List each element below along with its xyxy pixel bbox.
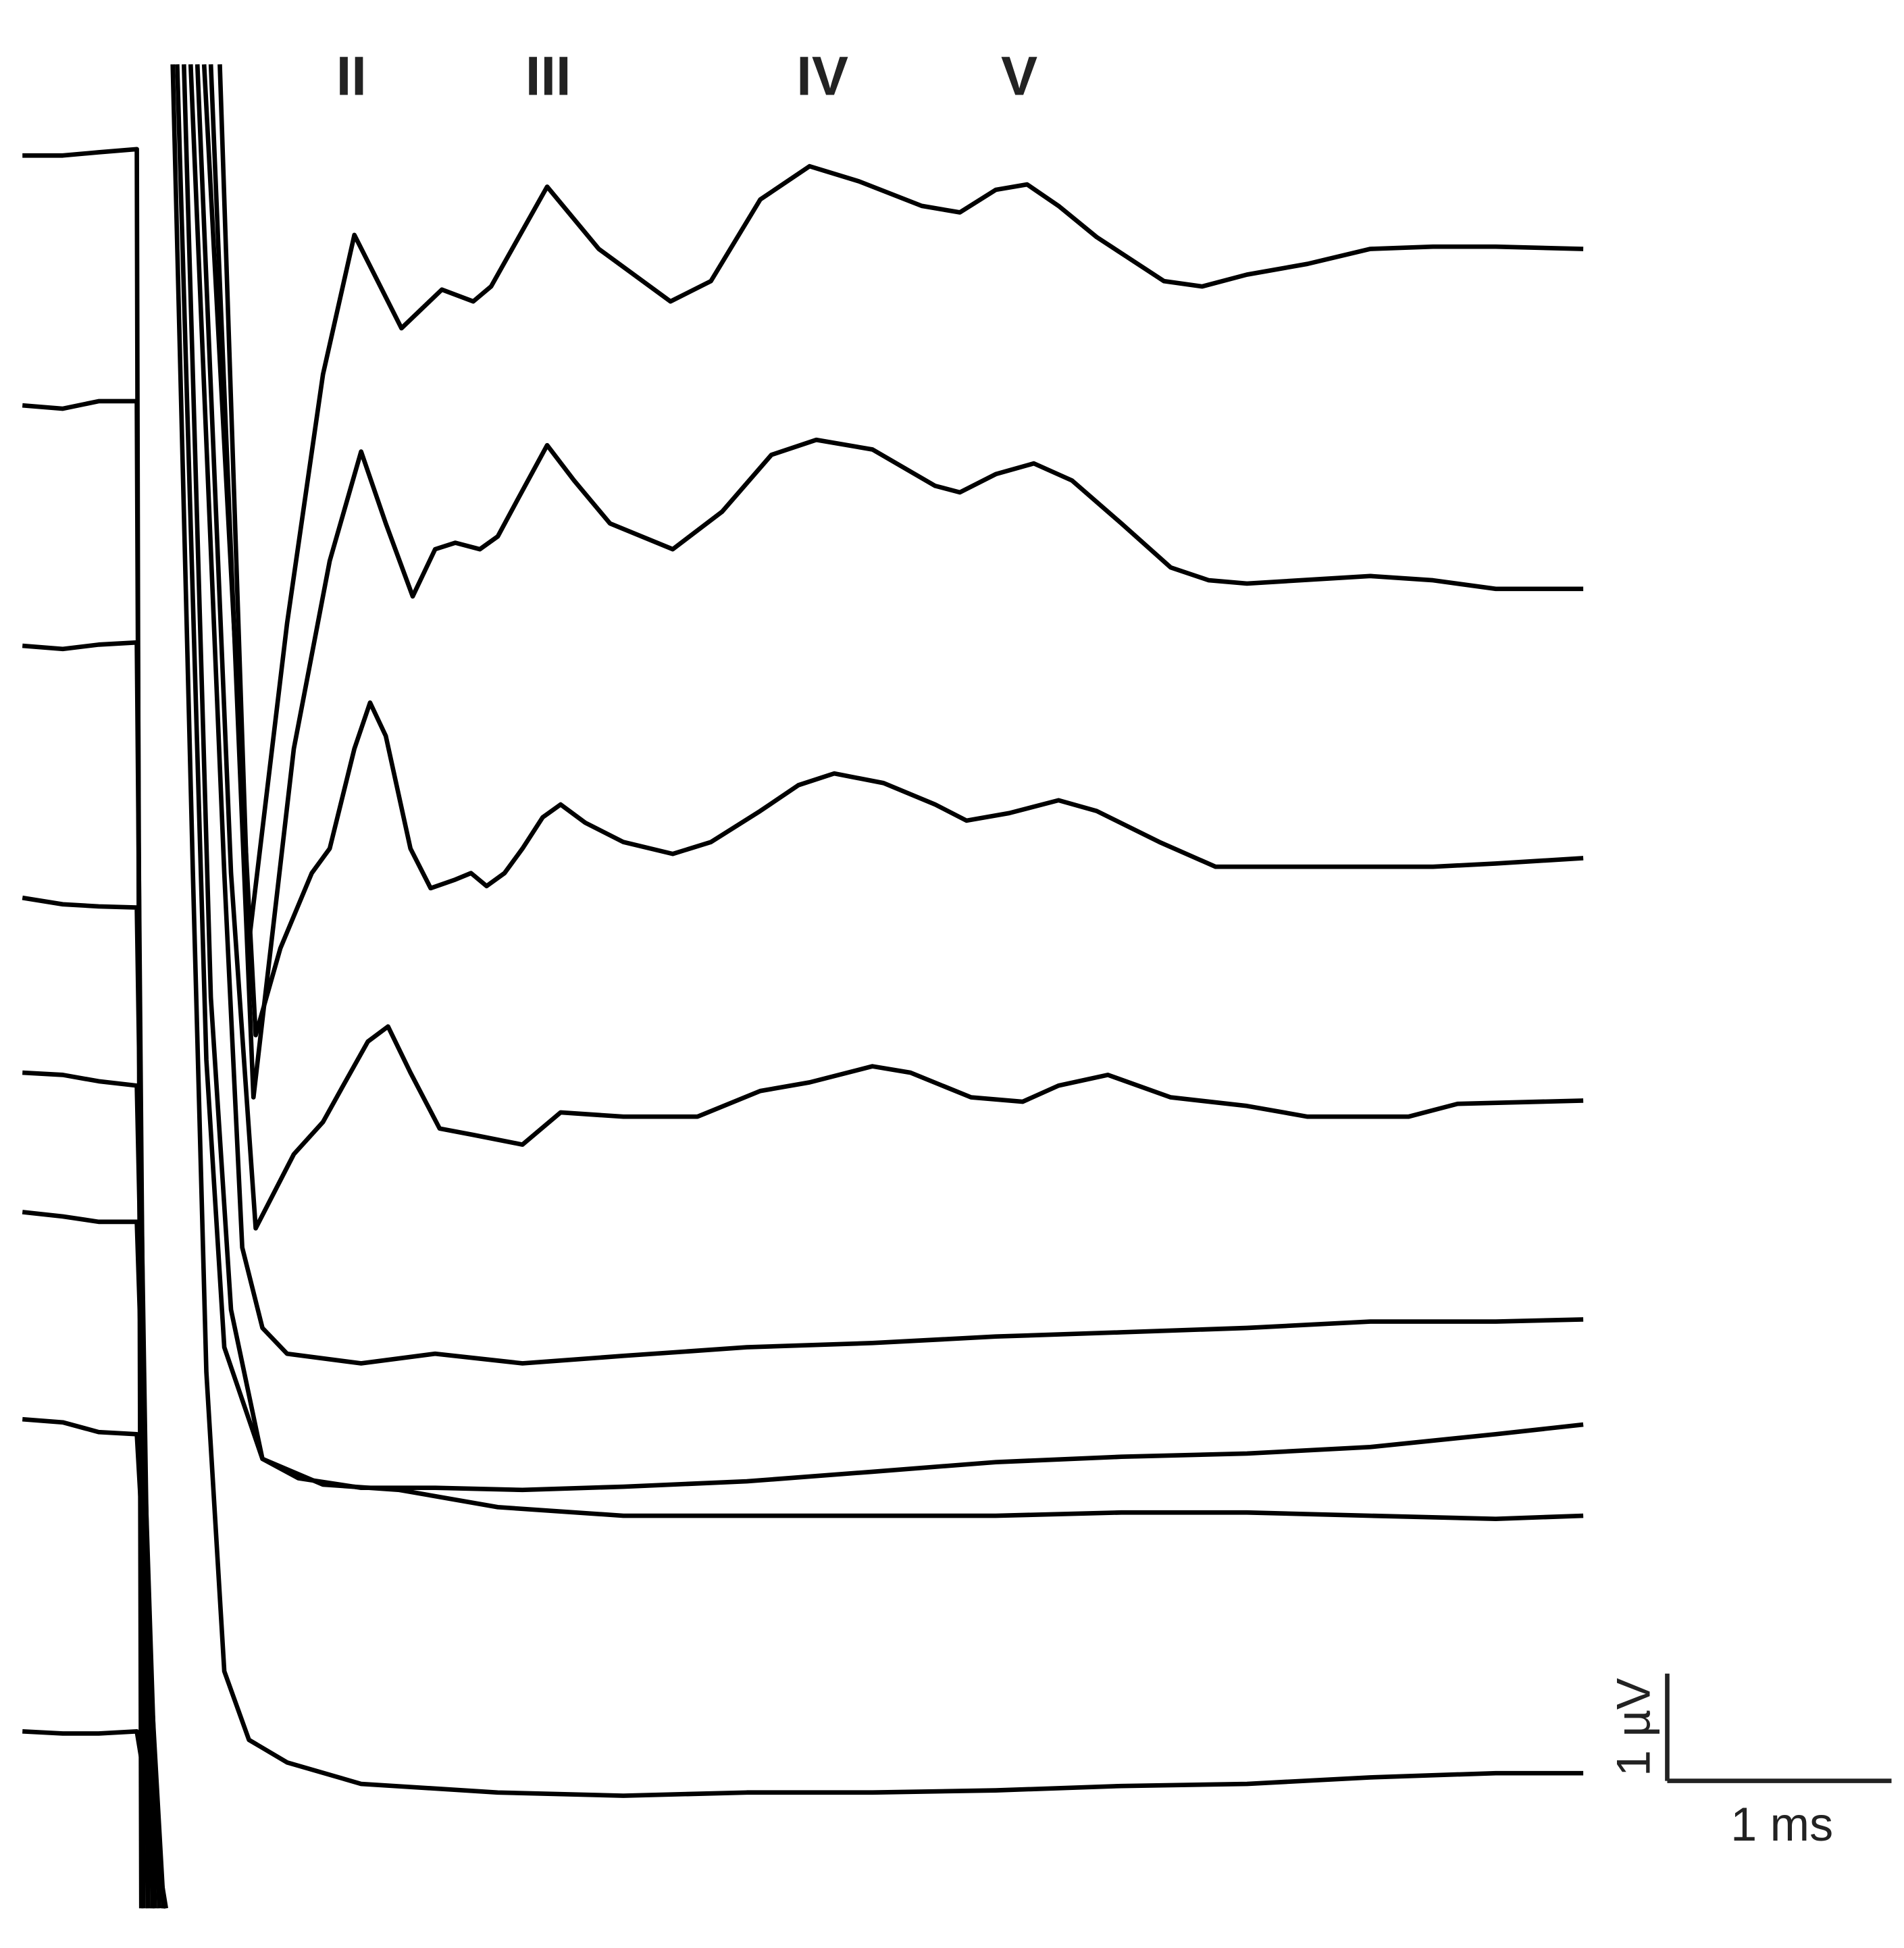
trace: [22, 64, 1584, 1909]
peak-label: II: [336, 45, 367, 107]
trace: [22, 64, 1584, 1909]
trace: [22, 64, 1584, 1909]
trace: [22, 64, 1584, 1909]
scale-bar-x-label: 1 ms: [1730, 1798, 1833, 1851]
trace: [22, 64, 1584, 1909]
trace: [22, 64, 1584, 1909]
peak-label: IV: [796, 45, 848, 107]
scale-bar-y-label: 1 µV: [1607, 1678, 1660, 1776]
peak-label: V: [1001, 45, 1037, 107]
peak-label: III: [525, 45, 571, 107]
trace: [22, 64, 1584, 1909]
trace: [22, 64, 1584, 1909]
